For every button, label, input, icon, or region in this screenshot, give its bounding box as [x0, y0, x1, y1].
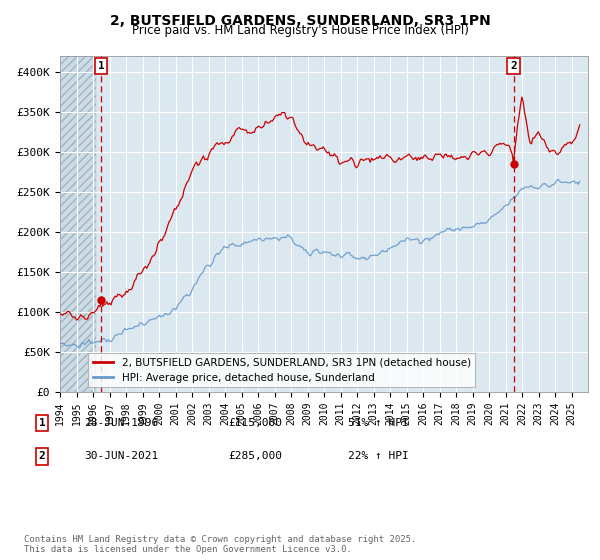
Text: £115,000: £115,000: [228, 418, 282, 428]
Text: 28-JUN-1996: 28-JUN-1996: [84, 418, 158, 428]
Text: 2: 2: [38, 451, 46, 461]
Text: Price paid vs. HM Land Registry's House Price Index (HPI): Price paid vs. HM Land Registry's House …: [131, 24, 469, 37]
Text: £285,000: £285,000: [228, 451, 282, 461]
Text: 22% ↑ HPI: 22% ↑ HPI: [348, 451, 409, 461]
Text: 1: 1: [98, 61, 104, 71]
Bar: [60, 56, 97, 392]
Bar: [60, 56, 97, 392]
Text: 30-JUN-2021: 30-JUN-2021: [84, 451, 158, 461]
Text: 51% ↑ HPI: 51% ↑ HPI: [348, 418, 409, 428]
Legend: 2, BUTSFIELD GARDENS, SUNDERLAND, SR3 1PN (detached house), HPI: Average price, : 2, BUTSFIELD GARDENS, SUNDERLAND, SR3 1P…: [88, 353, 475, 387]
Text: 1: 1: [38, 418, 46, 428]
Text: Contains HM Land Registry data © Crown copyright and database right 2025.
This d: Contains HM Land Registry data © Crown c…: [24, 535, 416, 554]
Text: 2, BUTSFIELD GARDENS, SUNDERLAND, SR3 1PN: 2, BUTSFIELD GARDENS, SUNDERLAND, SR3 1P…: [110, 14, 490, 28]
Text: 2: 2: [510, 61, 517, 71]
